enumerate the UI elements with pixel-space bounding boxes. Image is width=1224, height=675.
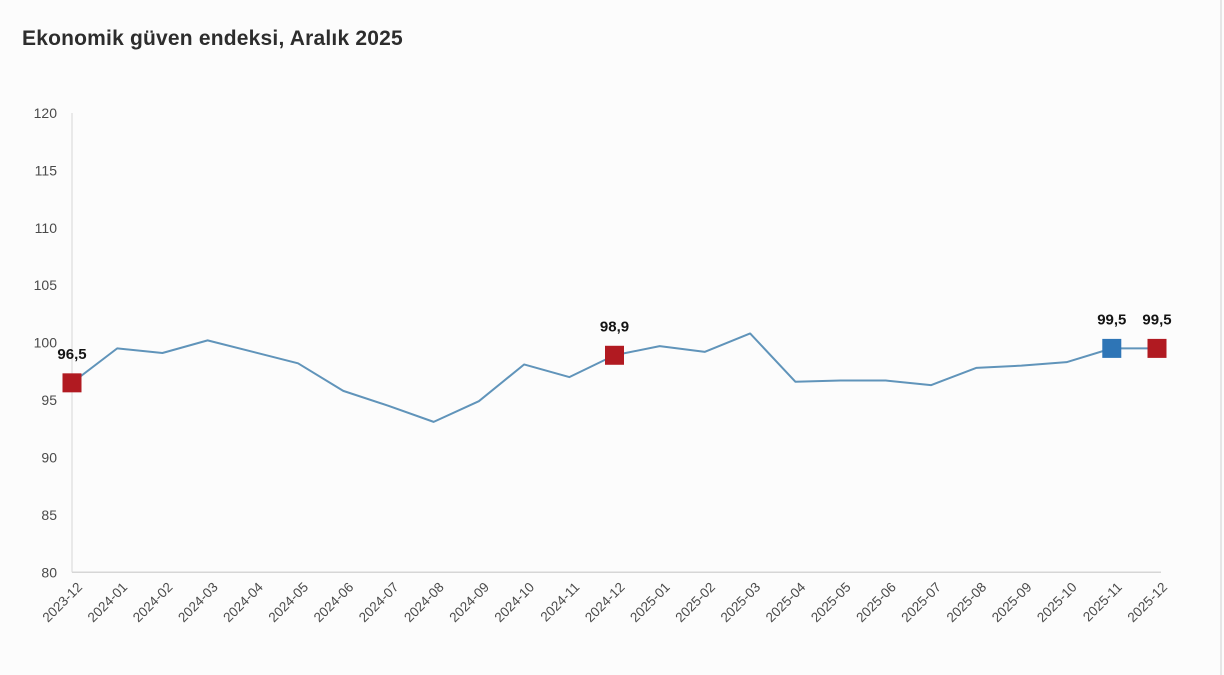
x-tick-label: 2024-04 <box>220 579 266 625</box>
x-tick-label: 2025-06 <box>853 580 899 626</box>
x-tick-label: 2025-12 <box>1124 580 1170 626</box>
y-tick-label: 120 <box>34 105 58 121</box>
data-label: 96,5 <box>57 346 86 363</box>
y-tick-label: 85 <box>41 507 57 523</box>
y-tick-label: 95 <box>41 392 57 408</box>
x-tick-label: 2024-02 <box>130 580 176 626</box>
x-tick-label: 2024-09 <box>446 580 492 626</box>
x-tick-label: 2024-01 <box>85 580 131 626</box>
x-tick-label: 2024-07 <box>356 580 402 626</box>
x-tick-label: 2025-09 <box>989 580 1035 626</box>
right-edge-divider <box>1220 0 1222 675</box>
x-tick-label: 2025-04 <box>763 579 809 625</box>
data-label: 99,5 <box>1097 311 1126 328</box>
y-tick-label: 105 <box>34 277 58 293</box>
x-tick-label: 2024-10 <box>492 580 538 626</box>
data-label: 98,9 <box>600 318 629 335</box>
x-tick-label: 2024-08 <box>401 580 447 626</box>
x-tick-label: 2024-06 <box>311 580 357 626</box>
y-tick-label: 110 <box>35 220 58 236</box>
x-tick-label: 2024-12 <box>582 580 628 626</box>
y-tick-label: 115 <box>35 162 58 178</box>
x-tick-label: 2025-07 <box>898 580 944 626</box>
x-tick-label: 2025-03 <box>718 580 764 626</box>
x-tick-label: 2025-02 <box>672 580 718 626</box>
x-tick-label: 2025-08 <box>944 580 990 626</box>
highlight-marker <box>1102 338 1122 358</box>
x-tick-label: 2024-05 <box>266 580 312 626</box>
highlight-marker <box>1147 338 1167 358</box>
chart-title: Ekonomik güven endeksi, Aralık 2025 <box>22 27 403 50</box>
data-label: 99,5 <box>1142 311 1171 328</box>
highlight-marker <box>62 373 82 393</box>
y-tick-label: 80 <box>41 564 57 580</box>
x-tick-label: 2025-11 <box>1080 580 1125 625</box>
x-tick-label: 2023-12 <box>39 580 85 626</box>
x-tick-label: 2024-03 <box>175 580 221 626</box>
highlight-marker <box>605 345 624 365</box>
x-tick-label: 2025-10 <box>1034 580 1080 626</box>
y-tick-label: 100 <box>34 335 58 351</box>
x-tick-label: 2024-11 <box>537 580 582 625</box>
y-tick-label: 90 <box>41 449 57 465</box>
x-tick-label: 2025-05 <box>808 580 854 626</box>
x-tick-label: 2025-01 <box>627 580 673 626</box>
